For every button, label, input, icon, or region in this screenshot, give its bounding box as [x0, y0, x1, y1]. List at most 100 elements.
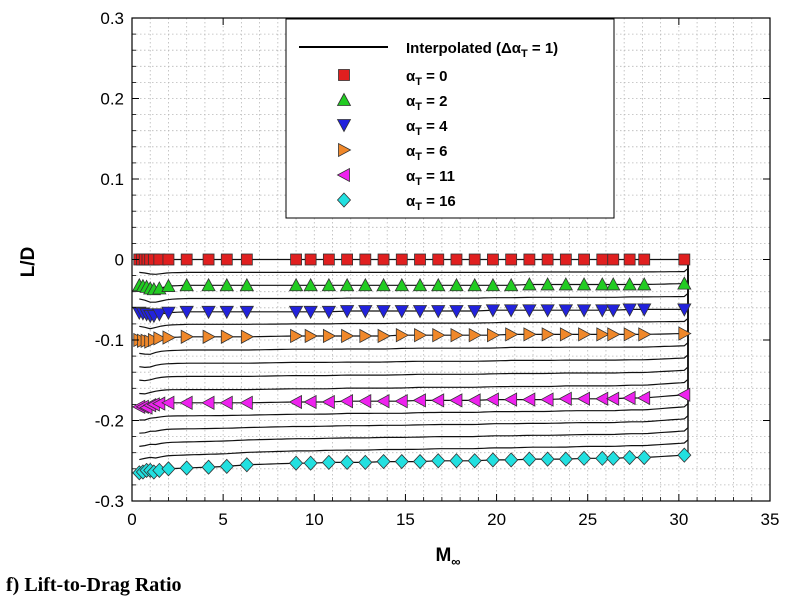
- y-tick-label: 0: [115, 251, 124, 270]
- series-0: [133, 253, 691, 266]
- data-point: [240, 329, 255, 344]
- x-tick-label: 10: [305, 510, 324, 529]
- data-point: [321, 454, 336, 470]
- series-3: [133, 326, 692, 349]
- data-point: [239, 457, 254, 473]
- data-point: [449, 305, 464, 319]
- data-point: [290, 253, 302, 266]
- data-point: [377, 328, 391, 344]
- interpolated-curve: [139, 264, 689, 355]
- data-point: [359, 328, 373, 344]
- data-point: [678, 326, 692, 341]
- x-tick-label: 25: [578, 510, 597, 529]
- data-point: [607, 253, 620, 266]
- data-point: [220, 329, 235, 344]
- data-point: [637, 277, 652, 291]
- data-point: [430, 393, 445, 408]
- legend-marker-2: [336, 119, 352, 133]
- data-point: [636, 390, 651, 406]
- legend-marker-3: [338, 142, 352, 158]
- data-point: [304, 328, 318, 344]
- data-point: [321, 394, 335, 410]
- data-point: [288, 394, 302, 410]
- data-point: [394, 277, 409, 292]
- data-point: [359, 253, 372, 266]
- data-point: [522, 304, 537, 318]
- data-point: [376, 453, 391, 470]
- data-point: [412, 305, 428, 319]
- y-tick-label: -0.1: [95, 331, 124, 350]
- data-point: [638, 327, 652, 342]
- data-point: [523, 327, 537, 342]
- data-point: [596, 253, 609, 266]
- interpolated-curve: [139, 264, 689, 275]
- y-tick-label: 0.2: [100, 90, 124, 109]
- data-point: [595, 450, 610, 466]
- data-point: [622, 390, 636, 406]
- legend-marker-5: [336, 192, 352, 208]
- data-point: [394, 394, 408, 409]
- data-point: [377, 253, 390, 266]
- x-tick-label: 15: [396, 510, 415, 529]
- data-point: [576, 391, 590, 406]
- data-point: [153, 331, 167, 346]
- data-point: [376, 305, 391, 319]
- data-point: [339, 394, 353, 409]
- data-point: [219, 305, 234, 320]
- data-point: [179, 277, 194, 292]
- data-point: [596, 327, 610, 342]
- data-point: [487, 327, 501, 343]
- data-point: [162, 253, 175, 266]
- data-point: [541, 253, 554, 266]
- data-point: [288, 277, 304, 292]
- data-point: [202, 329, 216, 344]
- data-point: [239, 305, 255, 320]
- data-point: [412, 453, 428, 470]
- data-point: [289, 455, 304, 471]
- data-point: [161, 395, 175, 410]
- legend-marker-1: [336, 92, 352, 106]
- data-point: [339, 277, 355, 292]
- data-point: [467, 393, 481, 408]
- data-point: [431, 277, 446, 292]
- data-point: [414, 253, 426, 266]
- data-point: [201, 395, 215, 410]
- legend-label-2: αT = 4: [406, 118, 448, 138]
- data-point: [468, 253, 481, 266]
- data-point: [290, 328, 304, 344]
- data-point: [219, 458, 234, 474]
- data-point: [303, 455, 318, 471]
- data-point: [449, 277, 464, 292]
- series-5: [132, 447, 692, 481]
- series-4: [131, 387, 691, 415]
- y-tick-label: -0.3: [95, 492, 124, 511]
- data-point: [576, 304, 592, 318]
- data-point: [467, 305, 482, 319]
- data-point: [606, 304, 621, 318]
- data-point: [341, 328, 355, 344]
- data-point: [376, 277, 391, 292]
- data-point: [161, 306, 176, 320]
- data-point: [558, 277, 574, 291]
- data-point: [677, 276, 692, 290]
- data-point: [394, 305, 409, 319]
- data-point: [431, 453, 446, 469]
- data-point: [202, 253, 215, 266]
- data-point: [449, 453, 464, 469]
- data-point: [179, 395, 193, 410]
- data-point: [467, 277, 482, 292]
- data-point: [540, 392, 554, 407]
- interpolated-curve: [139, 264, 689, 382]
- data-point: [595, 304, 610, 318]
- data-point: [288, 305, 304, 320]
- data-point: [637, 303, 652, 317]
- data-point: [179, 460, 194, 476]
- data-point: [414, 327, 428, 343]
- data-point: [240, 253, 253, 266]
- data-point: [622, 303, 637, 317]
- series-markers: [131, 253, 692, 481]
- data-point: [180, 329, 195, 344]
- legend-label-5: αT = 16: [406, 193, 456, 213]
- data-point: [558, 304, 574, 318]
- legend-label-3: αT = 6: [406, 143, 447, 163]
